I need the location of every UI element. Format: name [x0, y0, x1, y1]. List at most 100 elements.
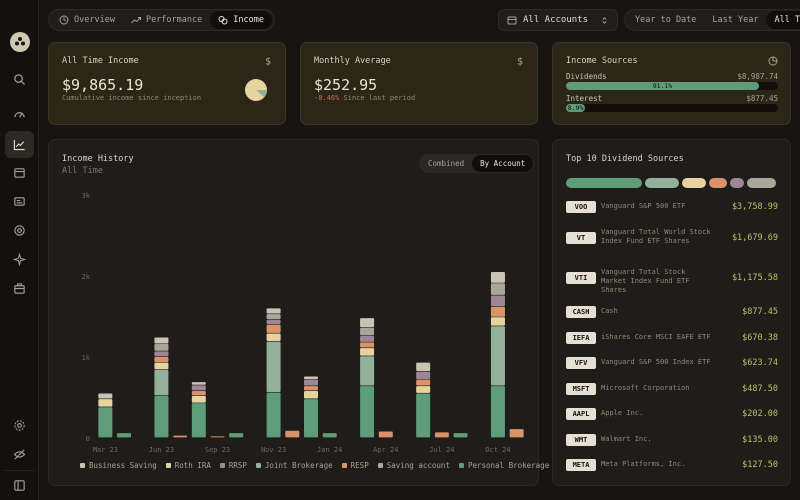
distribution-segment[interactable] — [709, 178, 727, 188]
bar-segment[interactable] — [191, 395, 206, 403]
bar-segment[interactable] — [453, 433, 468, 438]
bar-segment[interactable] — [322, 433, 337, 438]
bar-segment[interactable] — [154, 351, 169, 357]
legend-item[interactable]: Roth IRA — [165, 461, 211, 470]
tab-income[interactable]: Income — [210, 11, 272, 29]
sidebar-bank[interactable] — [5, 275, 34, 302]
sidebar-privacy[interactable] — [5, 441, 34, 468]
sidebar-income[interactable] — [5, 131, 34, 158]
toggle-combined[interactable]: Combined — [428, 159, 465, 168]
bar-segment[interactable] — [490, 283, 505, 295]
bar-segment[interactable] — [360, 335, 375, 342]
legend-item[interactable]: Personal Brokerage — [458, 461, 549, 470]
x-tick-label: Jun 23 — [149, 446, 174, 454]
sidebar-accounts[interactable] — [5, 188, 34, 215]
bar-segment[interactable] — [285, 430, 300, 438]
bar-segment[interactable] — [266, 314, 281, 320]
bar-segment[interactable] — [434, 432, 449, 438]
bar-segment[interactable] — [154, 357, 169, 363]
bar-segment[interactable] — [154, 369, 169, 396]
bar-segment[interactable] — [266, 319, 281, 324]
distribution-segment[interactable] — [682, 178, 707, 188]
distribution-segment[interactable] — [729, 178, 744, 188]
income-history-chart: 0 1k 2k 3k Mar 23 Jun 23 Sep 23 Nov 23 Jan 24 Apr… — [82, 192, 524, 454]
bar-segment[interactable] — [416, 371, 431, 380]
bar-segment[interactable] — [229, 433, 244, 438]
bar-segment[interactable] — [98, 393, 113, 399]
bar-segment[interactable] — [416, 362, 431, 371]
bar-segment[interactable] — [98, 399, 113, 407]
bar-segment[interactable] — [154, 344, 169, 351]
bar-segment[interactable] — [266, 324, 281, 333]
bar-segment[interactable] — [304, 391, 318, 399]
account-select[interactable]: All Accounts — [498, 9, 618, 31]
source-label: Dividends — [566, 72, 607, 81]
bar-segment[interactable] — [266, 341, 281, 393]
bar-segment[interactable] — [173, 435, 188, 438]
legend-item[interactable]: Joint Brokerage — [255, 461, 333, 470]
bar-segment[interactable] — [304, 399, 318, 438]
tab-performance[interactable]: Performance — [123, 11, 210, 29]
distribution-segment[interactable] — [566, 178, 643, 188]
source-amount: $877.45 — [746, 94, 778, 103]
bar-segment[interactable] — [191, 385, 206, 391]
bar-segment[interactable] — [490, 306, 505, 317]
bar-segment[interactable] — [191, 391, 206, 396]
security-name: iShares Core MSCI EAFE ETF — [601, 333, 711, 341]
bar-segment[interactable] — [490, 326, 505, 386]
source-amount: $8,987.74 — [737, 72, 778, 81]
security-name: Apple Inc. — [601, 409, 644, 417]
toggle-by-account[interactable]: By Account — [472, 155, 534, 172]
monthly-change: -8.46% — [314, 94, 340, 102]
bar-segment[interactable] — [490, 386, 505, 438]
bar-segment[interactable] — [304, 379, 318, 386]
legend-item[interactable]: Business Saving — [80, 461, 157, 470]
bar-segment[interactable] — [360, 356, 375, 386]
sidebar-holdings[interactable] — [5, 159, 34, 186]
range-ytd[interactable]: Year to Date — [635, 15, 697, 25]
bar-segment[interactable] — [490, 317, 505, 326]
bar-segment[interactable] — [304, 386, 318, 391]
bar-segment[interactable] — [191, 403, 206, 438]
ticker-badge: AAPL — [566, 408, 596, 420]
bar-segment[interactable] — [304, 376, 318, 380]
bar-segment[interactable] — [154, 395, 169, 438]
bar-segment[interactable] — [266, 392, 281, 438]
legend-item[interactable]: RRSP — [219, 461, 247, 470]
sidebar-dashboard[interactable] — [5, 101, 34, 128]
bar-segment[interactable] — [117, 433, 132, 438]
bar-segment[interactable] — [416, 379, 431, 386]
bar-segment[interactable] — [378, 431, 393, 438]
tab-overview[interactable]: Overview — [51, 11, 123, 29]
bar-segment[interactable] — [490, 271, 505, 283]
app-logo[interactable] — [10, 32, 30, 52]
bar-segment[interactable] — [154, 337, 169, 344]
bar-segment[interactable] — [360, 318, 375, 328]
bar-segment[interactable] — [490, 295, 505, 307]
range-last-year[interactable]: Last Year — [712, 15, 759, 25]
legend-item[interactable]: Saving account — [377, 461, 450, 470]
bar-segment[interactable] — [360, 386, 375, 438]
sidebar-settings[interactable] — [5, 412, 34, 439]
sidebar-search[interactable] — [5, 66, 34, 93]
sidebar-insights[interactable] — [5, 246, 34, 273]
sidebar-goals[interactable] — [5, 217, 34, 244]
distribution-segment[interactable] — [645, 178, 680, 188]
sidebar-divider — [5, 470, 34, 471]
bar-segment[interactable] — [154, 362, 169, 370]
bar-segment[interactable] — [360, 348, 375, 356]
range-all-time[interactable]: All Time — [766, 11, 800, 29]
bar-segment[interactable] — [266, 333, 281, 342]
sidebar-collapse[interactable] — [5, 472, 34, 499]
bar-segment[interactable] — [416, 393, 431, 438]
bar-segment[interactable] — [210, 436, 225, 438]
bar-segment[interactable] — [191, 382, 206, 385]
bar-segment[interactable] — [360, 327, 375, 336]
bar-segment[interactable] — [416, 386, 431, 393]
distribution-segment[interactable] — [746, 178, 776, 188]
bar-segment[interactable] — [360, 342, 375, 348]
legend-item[interactable]: RESP — [341, 461, 369, 470]
bar-segment[interactable] — [98, 407, 113, 438]
bar-segment[interactable] — [266, 308, 281, 314]
bar-segment[interactable] — [509, 429, 524, 438]
